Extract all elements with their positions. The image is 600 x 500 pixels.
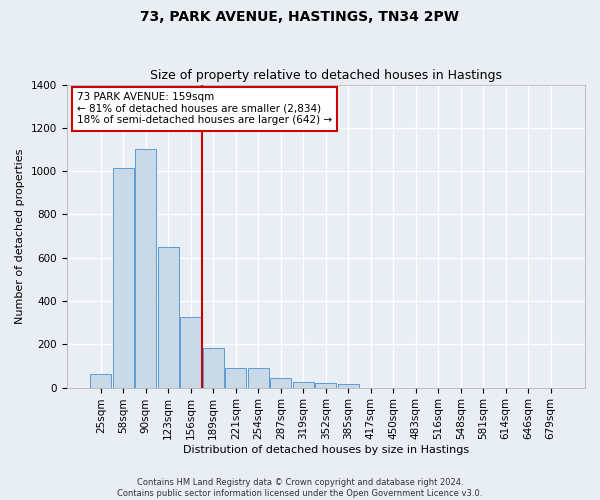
X-axis label: Distribution of detached houses by size in Hastings: Distribution of detached houses by size … <box>183 445 469 455</box>
Bar <box>248 368 269 388</box>
Bar <box>135 150 157 388</box>
Text: 73, PARK AVENUE, HASTINGS, TN34 2PW: 73, PARK AVENUE, HASTINGS, TN34 2PW <box>140 10 460 24</box>
Text: Contains HM Land Registry data © Crown copyright and database right 2024.
Contai: Contains HM Land Registry data © Crown c… <box>118 478 482 498</box>
Bar <box>113 168 134 388</box>
Bar <box>203 348 224 388</box>
Text: 73 PARK AVENUE: 159sqm
← 81% of detached houses are smaller (2,834)
18% of semi-: 73 PARK AVENUE: 159sqm ← 81% of detached… <box>77 92 332 126</box>
Title: Size of property relative to detached houses in Hastings: Size of property relative to detached ho… <box>150 69 502 82</box>
Bar <box>338 384 359 388</box>
Bar <box>270 378 292 388</box>
Bar <box>293 382 314 388</box>
Bar <box>158 247 179 388</box>
Bar <box>90 374 112 388</box>
Bar <box>315 383 337 388</box>
Bar <box>180 317 202 388</box>
Y-axis label: Number of detached properties: Number of detached properties <box>15 148 25 324</box>
Bar <box>225 368 247 388</box>
